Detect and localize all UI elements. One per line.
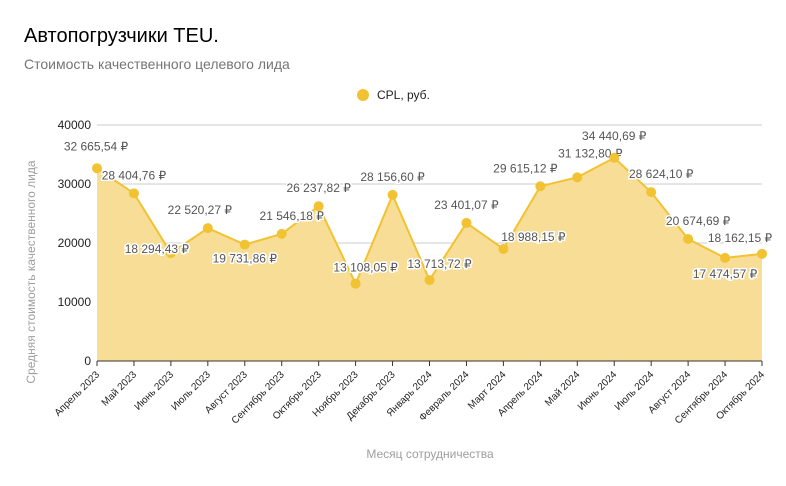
- legend-marker: [357, 89, 369, 101]
- y-axis-title: Средняя стоимость качественного лида: [24, 160, 38, 383]
- data-label: 17 474,57 ₽: [693, 267, 758, 281]
- data-point: [424, 275, 435, 286]
- y-tick-label: 30000: [58, 177, 92, 191]
- area-fill: [97, 157, 762, 361]
- data-point: [350, 278, 361, 289]
- data-point: [535, 181, 546, 192]
- data-point: [757, 248, 767, 259]
- y-tick-label: 10000: [58, 295, 92, 309]
- data-label: 21 546,18 ₽: [260, 209, 325, 223]
- data-point: [646, 187, 657, 198]
- data-point: [498, 243, 509, 254]
- y-tick-label: 0: [84, 354, 91, 368]
- data-point: [239, 239, 250, 250]
- data-point: [720, 252, 731, 263]
- data-point: [313, 201, 324, 212]
- data-label: 31 132,80 ₽: [558, 146, 623, 160]
- data-point: [202, 223, 213, 234]
- data-label: 19 731,86 ₽: [213, 252, 278, 266]
- data-label: 18 294,43 ₽: [125, 242, 190, 256]
- data-label: 23 401,07 ₽: [434, 198, 499, 212]
- data-label: 13 713,72 ₽: [407, 257, 472, 271]
- data-label: 28 404,76 ₽: [102, 168, 167, 182]
- data-label: 26 237,82 ₽: [286, 181, 351, 195]
- data-label: 28 624,10 ₽: [629, 167, 694, 181]
- data-label: 18 988,15 ₽: [501, 230, 566, 244]
- data-point: [92, 163, 102, 174]
- data-label: 18 162,15 ₽: [708, 231, 773, 245]
- chart-subtitle: Стоимость качественного целевого лида: [24, 56, 290, 72]
- data-label: 32 665,54 ₽: [64, 139, 129, 153]
- y-tick-label: 40000: [58, 118, 92, 132]
- data-label: 22 520,27 ₽: [168, 203, 233, 217]
- data-point: [165, 248, 176, 259]
- chart-title: Автопогрузчики TEU.: [24, 25, 219, 47]
- data-label: 13 108,05 ₽: [333, 261, 398, 275]
- data-point: [683, 234, 694, 245]
- data-point: [461, 217, 472, 228]
- data-label: 29 615,12 ₽: [493, 161, 558, 175]
- data-point: [128, 188, 139, 199]
- data-label: 28 156,60 ₽: [360, 170, 425, 184]
- data-point: [572, 172, 583, 183]
- data-point: [276, 228, 287, 239]
- x-tick-label: Май 2023: [100, 369, 140, 409]
- data-label: 34 440,69 ₽: [582, 129, 647, 143]
- x-tick-label: Апрель 2023: [53, 369, 103, 419]
- data-point: [387, 189, 398, 200]
- x-axis-title: Месяц сотрудничества: [366, 447, 494, 461]
- x-tick-label: Май 2024: [543, 369, 583, 409]
- legend-label: CPL, руб.: [377, 88, 430, 102]
- data-point: [609, 152, 620, 163]
- data-label: 20 674,69 ₽: [666, 214, 731, 228]
- y-tick-label: 20000: [58, 236, 92, 250]
